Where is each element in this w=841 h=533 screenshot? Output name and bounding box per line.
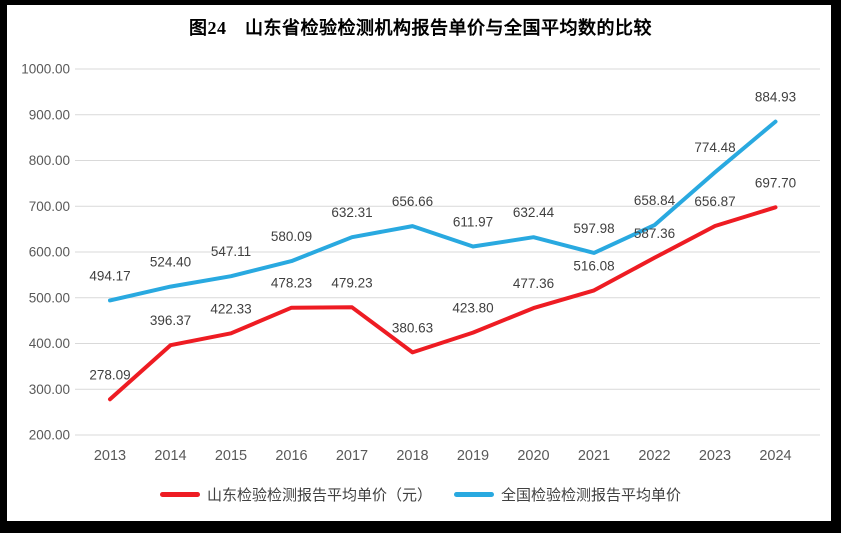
data-label-series-0: 697.70 bbox=[755, 175, 796, 190]
data-label-series-1: 524.40 bbox=[150, 255, 191, 270]
data-label-series-1: 884.93 bbox=[755, 90, 796, 105]
data-label-series-0: 422.33 bbox=[210, 301, 251, 316]
legend-swatch-national bbox=[454, 491, 494, 497]
data-label-series-1: 611.97 bbox=[453, 215, 493, 230]
x-tick-label: 2020 bbox=[517, 448, 549, 464]
series-line-0 bbox=[108, 205, 778, 402]
data-label-series-0: 423.80 bbox=[452, 301, 493, 316]
x-tick-label: 2021 bbox=[578, 448, 610, 464]
legend-label-shandong: 山东检验检测报告平均单价（元） bbox=[206, 486, 432, 504]
data-label-series-1: 774.48 bbox=[694, 140, 735, 155]
data-label-series-1: 494.17 bbox=[89, 268, 130, 283]
data-label-series-1: 632.31 bbox=[331, 205, 372, 220]
chart-title: 图24 山东省检验检测机构报告单价与全国平均数的比较 bbox=[189, 18, 652, 38]
y-tick-label: 900.00 bbox=[29, 107, 70, 122]
y-tick-label: 400.00 bbox=[29, 336, 70, 351]
data-label-series-0: 396.37 bbox=[150, 313, 191, 328]
data-label-series-1: 547.11 bbox=[211, 244, 251, 259]
x-tick-label: 2013 bbox=[94, 448, 126, 464]
y-tick-label: 1000.00 bbox=[21, 62, 70, 77]
x-tick-label: 2024 bbox=[759, 448, 791, 464]
x-tick-label: 2022 bbox=[638, 448, 670, 464]
data-label-series-0: 380.63 bbox=[392, 320, 433, 335]
legend-label-national: 全国检验检测报告平均单价 bbox=[501, 486, 682, 504]
data-label-series-0: 479.23 bbox=[331, 275, 372, 290]
data-label-series-0: 516.08 bbox=[573, 258, 614, 273]
y-tick-label: 700.00 bbox=[29, 199, 70, 214]
data-label-series-1: 597.98 bbox=[573, 221, 614, 236]
x-tick-label: 2015 bbox=[215, 448, 247, 464]
x-tick-label: 2016 bbox=[275, 448, 307, 464]
y-tick-label: 500.00 bbox=[29, 290, 70, 305]
series-line-1 bbox=[108, 119, 778, 303]
x-tick-label: 2017 bbox=[336, 448, 368, 464]
y-tick-label: 300.00 bbox=[29, 382, 70, 397]
data-label-series-0: 587.36 bbox=[634, 226, 675, 241]
chart-legend: 山东检验检测报告平均单价（元） 全国检验检测报告平均单价 bbox=[0, 482, 841, 506]
data-label-series-1: 632.44 bbox=[513, 205, 555, 220]
x-tick-label: 2019 bbox=[457, 448, 489, 464]
data-label-series-1: 658.84 bbox=[634, 193, 676, 208]
x-tick-label: 2018 bbox=[396, 448, 428, 464]
legend-swatch-shandong bbox=[159, 491, 200, 497]
y-tick-label: 200.00 bbox=[29, 428, 70, 443]
x-tick-label: 2023 bbox=[699, 448, 731, 464]
y-tick-label: 600.00 bbox=[29, 245, 70, 260]
data-label-series-1: 656.66 bbox=[392, 194, 433, 209]
data-label-series-1: 580.09 bbox=[271, 229, 312, 244]
data-label-series-0: 478.23 bbox=[271, 276, 312, 291]
data-label-series-0: 278.09 bbox=[89, 367, 130, 382]
y-tick-label: 800.00 bbox=[29, 153, 70, 168]
data-label-series-0: 656.87 bbox=[694, 194, 735, 209]
data-label-series-0: 477.36 bbox=[513, 276, 554, 291]
x-tick-label: 2014 bbox=[154, 448, 186, 464]
